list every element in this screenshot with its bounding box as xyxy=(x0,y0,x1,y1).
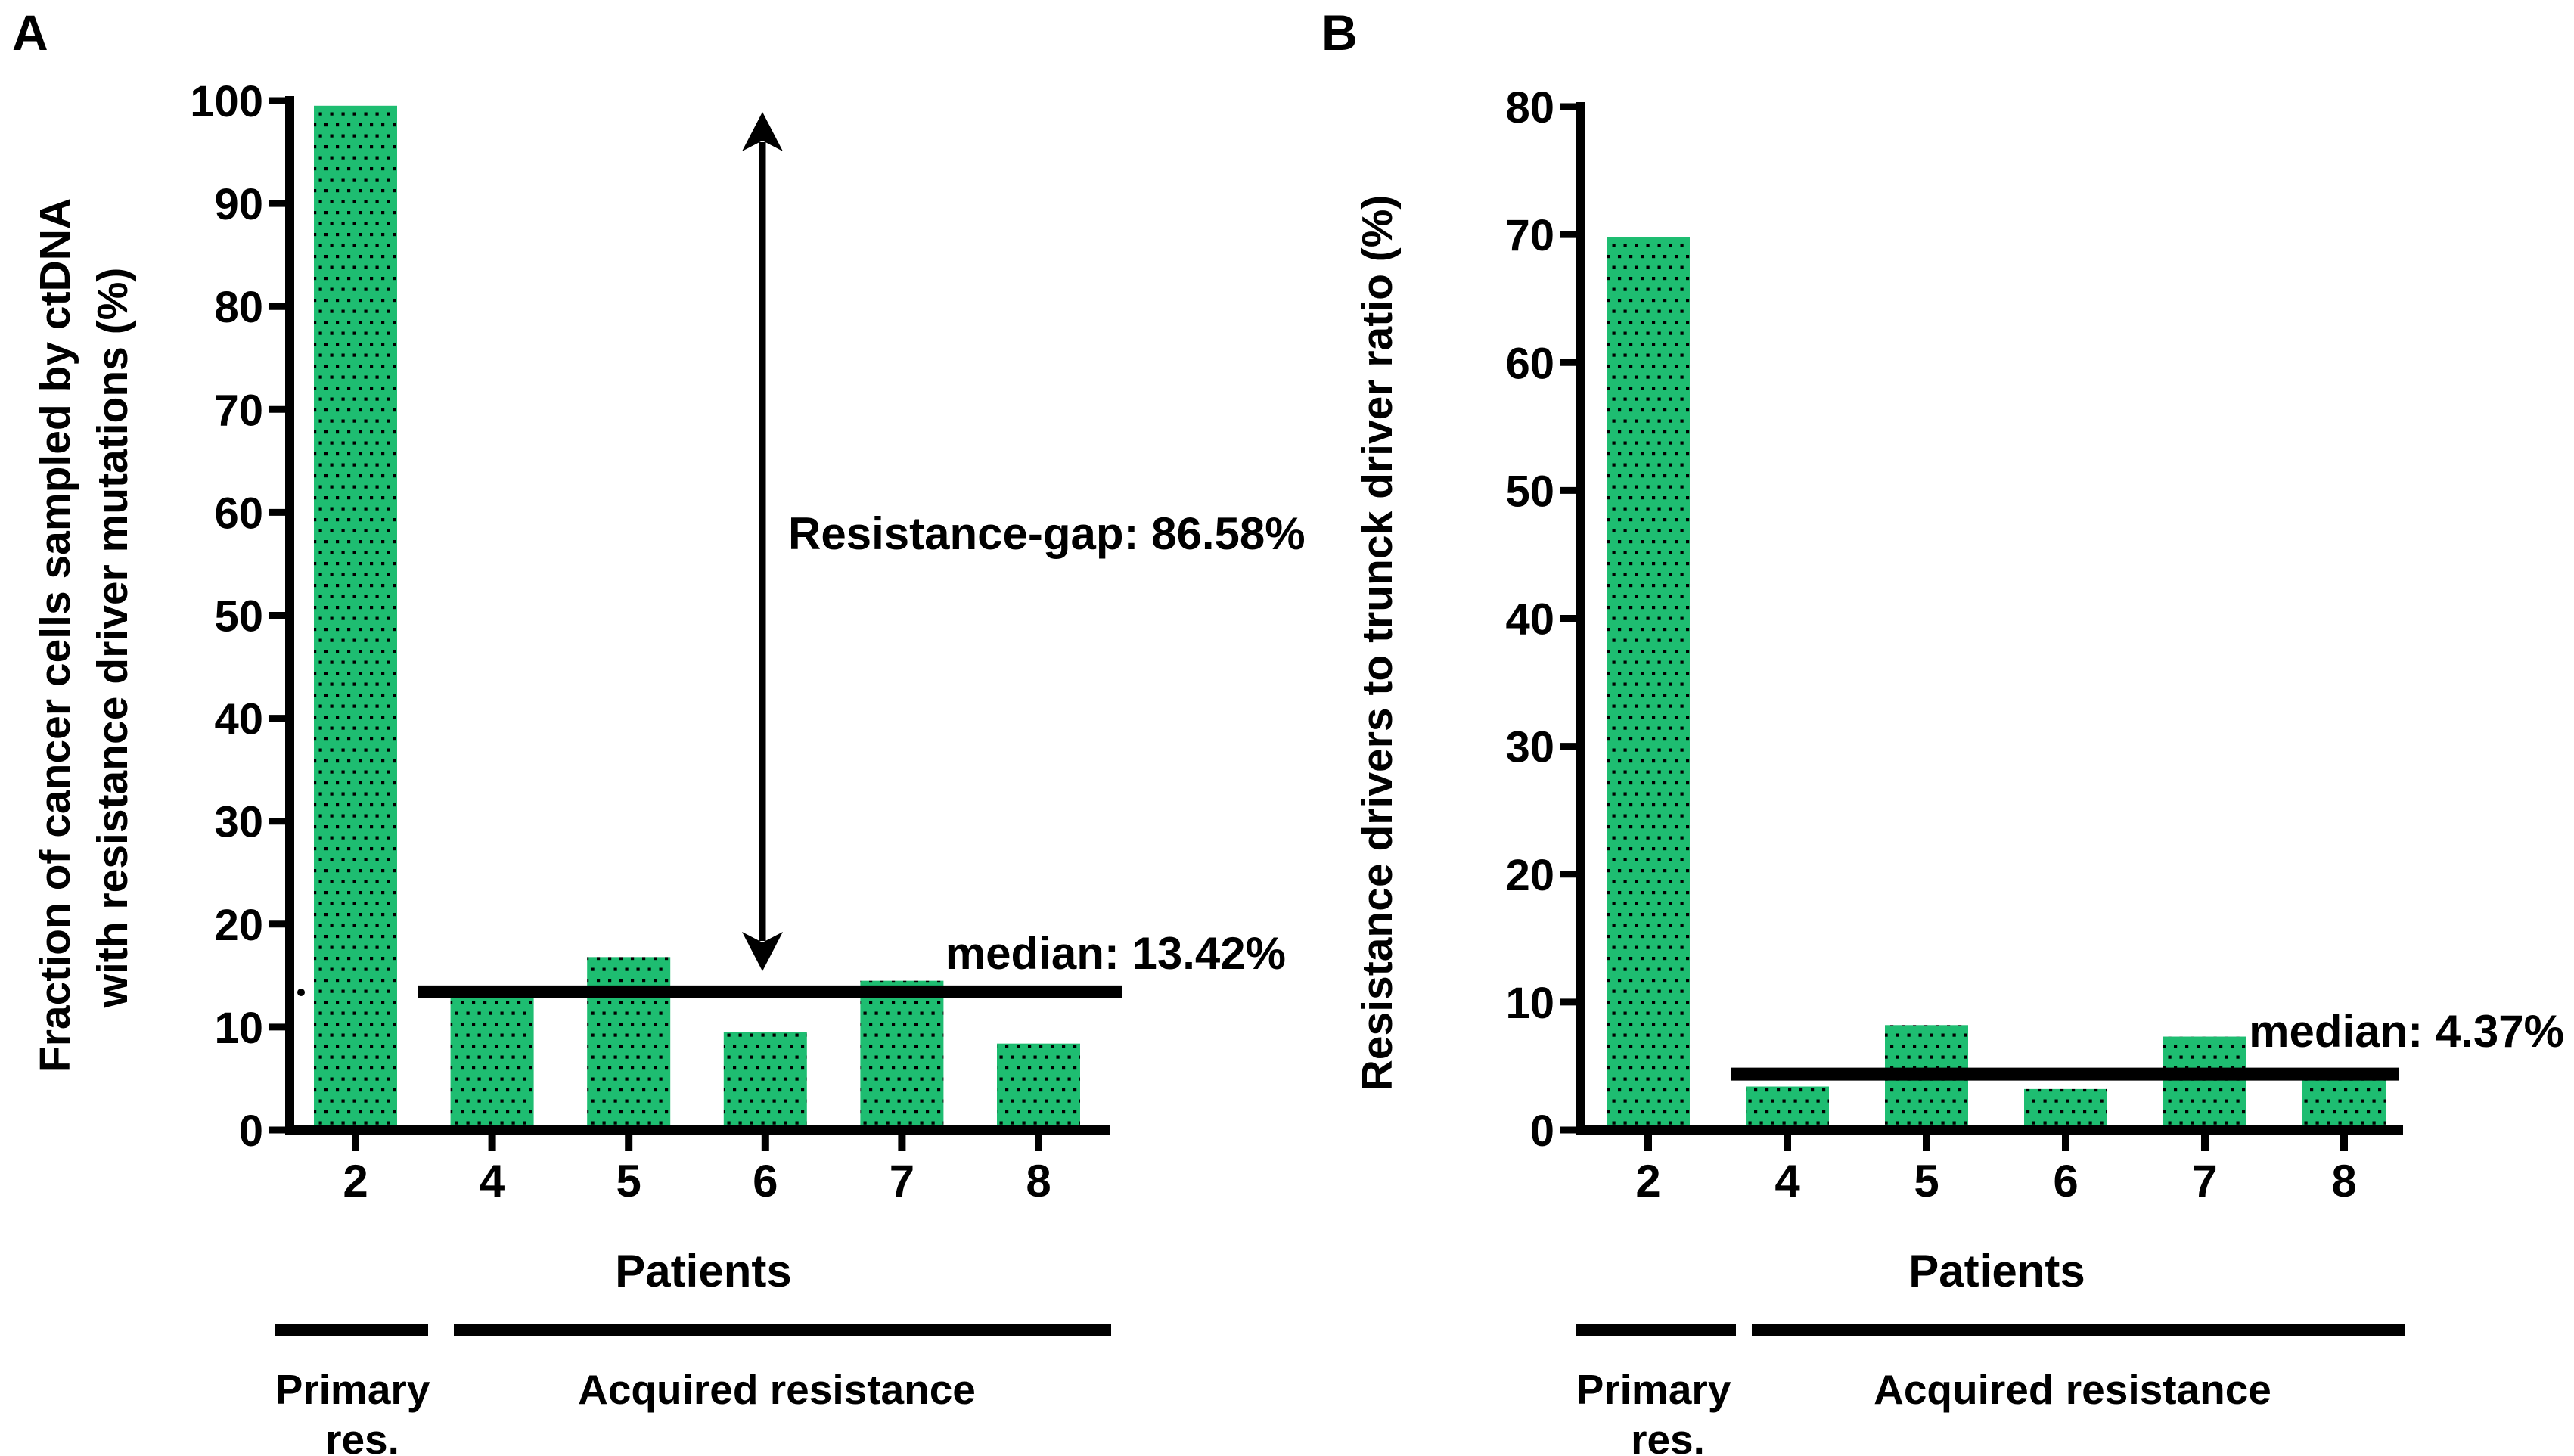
y-tick-label-80: 80 xyxy=(1505,83,1554,132)
bar-patient-6 xyxy=(723,1032,807,1130)
x-tick-label-7: 7 xyxy=(2192,1156,2217,1206)
bar-patient-7 xyxy=(860,980,944,1130)
y-tick-label-50: 50 xyxy=(1505,467,1554,516)
acquired-resistance-underline xyxy=(1752,1324,2405,1336)
y-tick-label-10: 10 xyxy=(214,1004,263,1053)
bar-patient-8 xyxy=(997,1043,1080,1130)
panel-b-bars xyxy=(1607,237,2386,1130)
y-tick-label-10: 10 xyxy=(1505,979,1554,1028)
panel-b-acquired-resistance-label: Acquired resistance xyxy=(1874,1366,2271,1413)
x-tick-label-4: 4 xyxy=(1774,1156,1800,1206)
panel-a-x-axis-label: Patients xyxy=(615,1246,791,1296)
x-tick-label-8: 8 xyxy=(2331,1156,2356,1206)
y-tick-label-0: 0 xyxy=(239,1107,263,1156)
primary-res-underline xyxy=(1576,1324,1736,1336)
x-tick-label-6: 6 xyxy=(2053,1156,2078,1206)
y-tick-label-100: 100 xyxy=(190,77,263,126)
bar-patient-7 xyxy=(2163,1036,2246,1130)
y-tick-label-30: 30 xyxy=(214,798,263,847)
y-tick-label-60: 60 xyxy=(214,489,263,538)
x-tick-label-7: 7 xyxy=(890,1156,914,1206)
y-tick-label-90: 90 xyxy=(214,180,263,229)
panel-b-primary-res-label-line1: Primary xyxy=(1576,1366,1731,1413)
y-tick-label-20: 20 xyxy=(214,901,263,950)
x-tick-label-5: 5 xyxy=(616,1156,641,1206)
x-tick-label-8: 8 xyxy=(1026,1156,1051,1206)
y-tick-label-70: 70 xyxy=(214,386,263,435)
bar-patient-4 xyxy=(1746,1086,1829,1130)
y-tick-label-50: 50 xyxy=(214,592,263,641)
panel-a-annotations xyxy=(275,112,1122,1336)
panel-a-axes: 0 10 20 30 40 50 60 70 80 90 100 2 4 5 6 7 8 xyxy=(190,77,1110,1206)
panel-b-annotations xyxy=(1576,1067,2405,1336)
x-tick-label-2: 2 xyxy=(1635,1156,1660,1206)
panel-a-y-axis-label-line1: Fraction of cancer cells sampled by ctDN… xyxy=(31,198,79,1073)
panel-b-y-axis-label: Resistance drivers to trunck driver rati… xyxy=(1353,195,1402,1091)
y-tick-label-40: 40 xyxy=(214,695,263,744)
panel-a-median-annotation: median: 13.42% xyxy=(945,928,1286,979)
acquired-resistance-underline xyxy=(454,1324,1111,1336)
x-tick-label-5: 5 xyxy=(1914,1156,1939,1206)
resistance-gap-arrow-head-up xyxy=(742,112,783,151)
x-tick-label-4: 4 xyxy=(480,1156,505,1206)
panel-b-median-annotation: median: 4.37% xyxy=(2249,1006,2564,1057)
panel-b-letter: B xyxy=(1321,5,1358,61)
stray-dot xyxy=(297,989,305,996)
primary-res-underline xyxy=(275,1324,428,1336)
y-tick-label-70: 70 xyxy=(1505,211,1554,260)
panel-a-y-axis-label-line2: with resistance driver mutations (%) xyxy=(88,268,137,1009)
panel-a-primary-res-label-line1: Primary xyxy=(275,1366,430,1413)
x-tick-label-6: 6 xyxy=(753,1156,778,1206)
y-tick-label-40: 40 xyxy=(1505,595,1554,644)
panel-b-primary-res-label-line2: res. xyxy=(1631,1416,1705,1456)
bar-patient-8 xyxy=(2302,1076,2386,1130)
y-tick-label-30: 30 xyxy=(1505,723,1554,772)
bar-patient-6 xyxy=(2024,1088,2107,1130)
bar-patient-2 xyxy=(314,105,397,1131)
x-tick-label-2: 2 xyxy=(343,1156,368,1206)
panel-b-x-axis-label: Patients xyxy=(1908,1246,2085,1296)
panel-b-axes: 0 10 20 30 40 50 60 70 80 2 4 5 6 7 8 xyxy=(1505,83,2403,1206)
y-tick-label-80: 80 xyxy=(214,283,263,332)
y-tick-label-60: 60 xyxy=(1505,339,1554,388)
y-tick-label-20: 20 xyxy=(1505,851,1554,900)
panel-a-resistance-gap-annotation: Resistance-gap: 86.58% xyxy=(788,508,1306,559)
bar-patient-5 xyxy=(587,957,671,1130)
bar-patient-2 xyxy=(1607,237,1690,1130)
panel-a-acquired-resistance-label: Acquired resistance xyxy=(578,1366,976,1413)
bar-patient-4 xyxy=(450,996,534,1130)
y-tick-label-0: 0 xyxy=(1530,1107,1554,1156)
panel-a-primary-res-label-line2: res. xyxy=(325,1416,399,1456)
panel-a-bars xyxy=(314,105,1080,1131)
resistance-gap-arrow-head-down xyxy=(742,932,783,971)
panel-a-letter: A xyxy=(12,5,48,61)
